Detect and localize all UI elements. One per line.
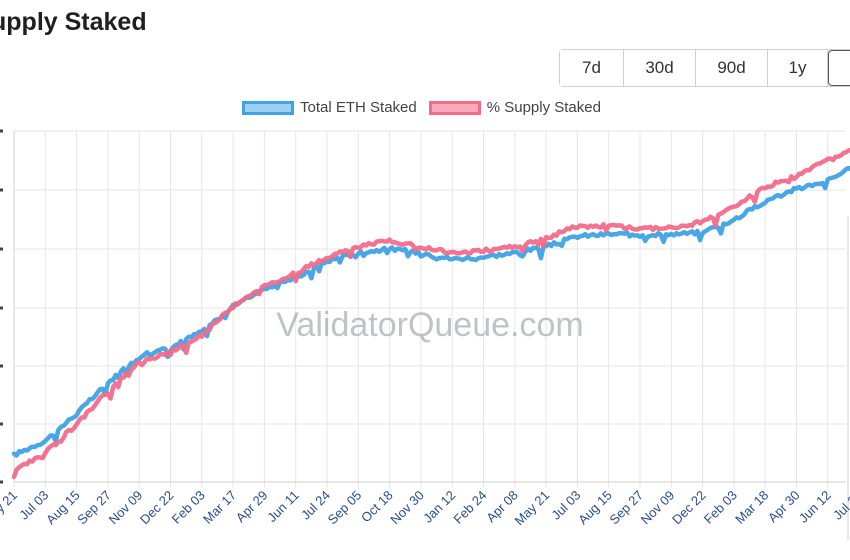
x-tick-label: Nov 09 (638, 488, 678, 528)
range-1y-button[interactable]: 1y (768, 50, 828, 86)
x-tick-label: Sep 27 (74, 488, 114, 528)
x-tick-label: Feb 03 (169, 488, 208, 527)
x-tick-label: Feb 03 (701, 488, 740, 527)
y-tick-mark (0, 306, 3, 310)
x-tick-label: Dec 22 (137, 488, 177, 528)
y-tick-mark (0, 188, 3, 192)
page-title: upply Staked (0, 8, 147, 36)
legend-label-eth: Total ETH Staked (300, 99, 417, 116)
range-all-button[interactable] (828, 50, 850, 86)
series-line-total-eth-staked (11, 165, 850, 458)
series-line-supply-staked-pct (11, 147, 850, 480)
time-range-selector: 7d 30d 90d 1y (559, 49, 850, 87)
chart-series (11, 147, 850, 480)
y-tick-mark (0, 422, 3, 426)
range-30d-button[interactable]: 30d (624, 50, 696, 86)
x-tick-label: Jun 12 (796, 488, 834, 526)
x-tick-label: Apr 29 (233, 488, 271, 526)
watermark-text: ValidatorQueue.com (276, 306, 583, 344)
chart-legend: Total ETH Staked % Supply Staked (242, 99, 613, 116)
x-tick-label: Mar 18 (732, 488, 771, 527)
chart-axes (0, 129, 849, 540)
y-tick-mark (0, 247, 3, 251)
x-tick-label: Aug 15 (43, 488, 83, 528)
x-tick-label: Feb 24 (450, 488, 489, 527)
x-tick-label: Sep 27 (606, 488, 646, 528)
y-tick-mark (0, 364, 3, 368)
x-tick-label: Jun 11 (264, 488, 302, 526)
legend-swatch-pct (428, 100, 481, 115)
legend-swatch-eth (242, 100, 294, 115)
x-tick-label: Jul 25 (830, 488, 850, 523)
x-tick-label: Jan 12 (420, 488, 458, 526)
legend-label-pct: % Supply Staked (486, 99, 601, 116)
x-tick-label: Aug 15 (575, 488, 615, 528)
x-tick-label: Dec 22 (669, 488, 709, 528)
legend-item-pct[interactable]: % Supply Staked (428, 99, 601, 116)
y-tick-mark (0, 480, 3, 484)
range-7d-button[interactable]: 7d (560, 50, 624, 86)
y-tick-mark (0, 129, 3, 133)
legend-item-eth[interactable]: Total ETH Staked (242, 99, 417, 116)
x-tick-label: Sep 05 (325, 488, 365, 528)
x-tick-label: May 21 (511, 488, 552, 529)
x-tick-label: Mar 17 (200, 488, 239, 527)
x-tick-label: Nov 30 (387, 488, 427, 528)
x-tick-label: Apr 30 (765, 488, 803, 526)
range-90d-button[interactable]: 90d (696, 50, 768, 86)
x-tick-label: Nov 09 (106, 488, 146, 528)
